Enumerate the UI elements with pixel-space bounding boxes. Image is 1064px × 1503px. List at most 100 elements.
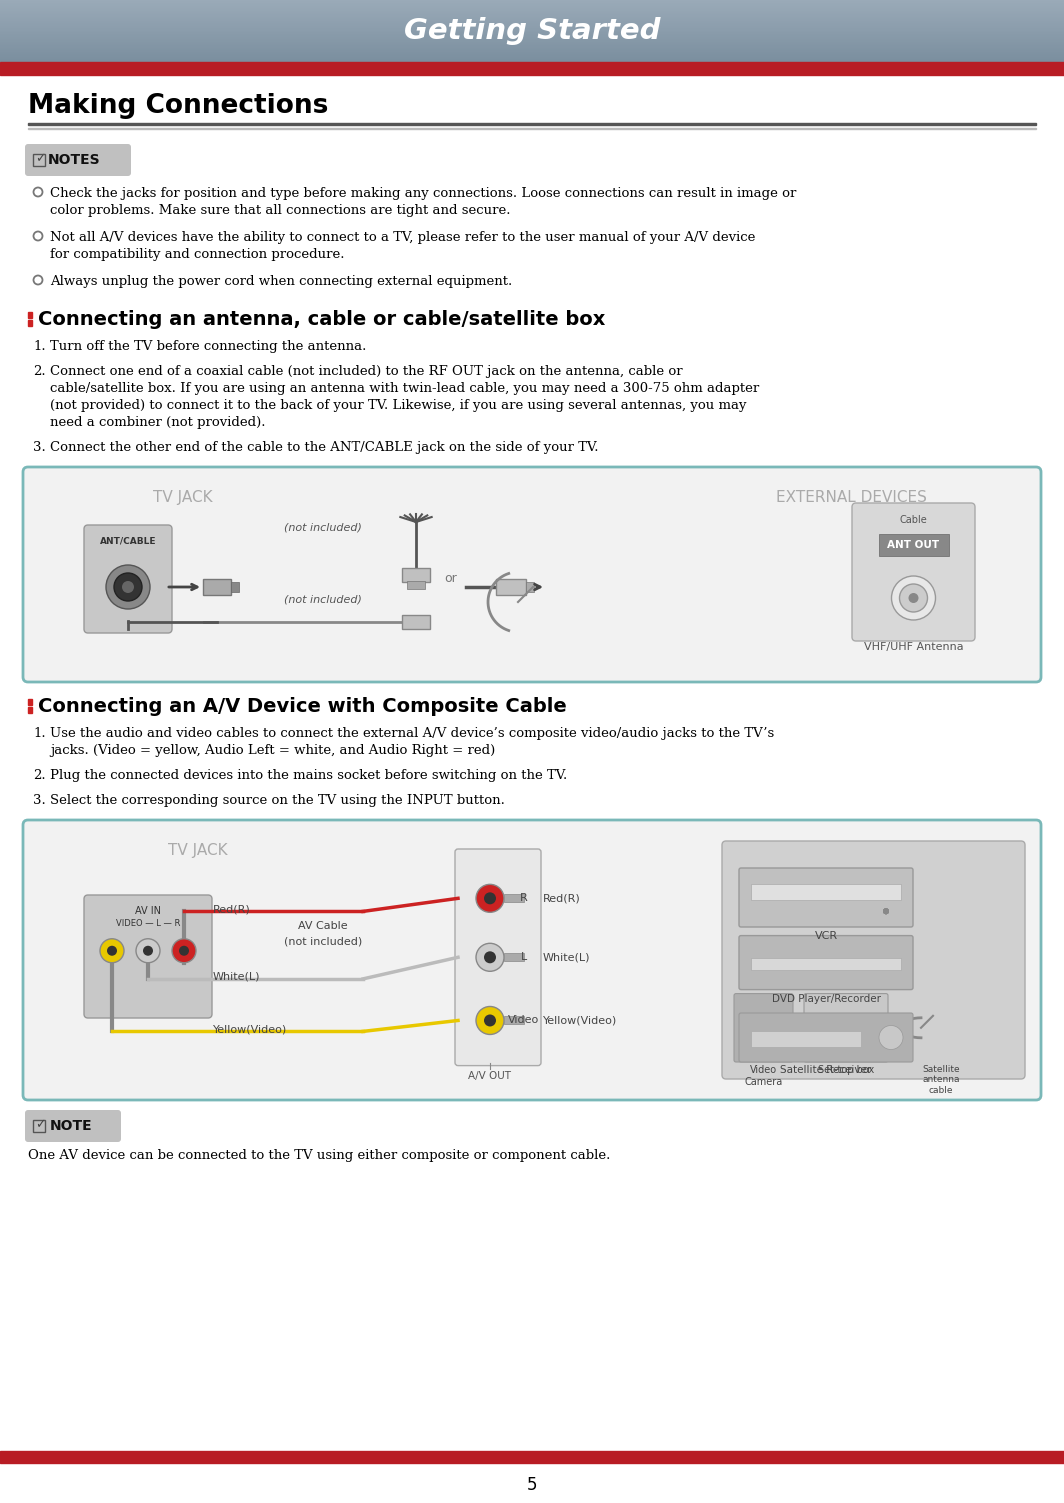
Bar bbox=[0, 29, 1064, 32]
Bar bbox=[496, 579, 526, 595]
Circle shape bbox=[100, 939, 124, 963]
Text: (not included): (not included) bbox=[284, 936, 362, 947]
Text: TV JACK: TV JACK bbox=[153, 490, 213, 505]
Bar bbox=[0, 42, 1064, 44]
Text: NOTES: NOTES bbox=[48, 153, 101, 167]
Bar bbox=[0, 53, 1064, 54]
Text: TV JACK: TV JACK bbox=[168, 843, 228, 858]
Text: Select the corresponding source on the TV using the INPUT button.: Select the corresponding source on the T… bbox=[50, 794, 505, 807]
FancyBboxPatch shape bbox=[739, 1013, 913, 1063]
Bar bbox=[0, 18, 1064, 20]
Text: ANT/CABLE: ANT/CABLE bbox=[100, 537, 156, 546]
Bar bbox=[751, 957, 901, 969]
Text: 2.: 2. bbox=[33, 770, 46, 782]
FancyBboxPatch shape bbox=[24, 144, 131, 176]
Text: Use the audio and video cables to connect the external A/V device’s composite vi: Use the audio and video cables to connec… bbox=[50, 727, 775, 739]
Text: NOTE: NOTE bbox=[50, 1120, 93, 1133]
Bar bbox=[0, 2, 1064, 3]
Bar bbox=[28, 313, 32, 319]
Bar bbox=[0, 51, 1064, 53]
FancyBboxPatch shape bbox=[804, 993, 888, 1063]
Text: DVD Player/Recorder: DVD Player/Recorder bbox=[771, 993, 881, 1004]
Bar bbox=[0, 23, 1064, 24]
Bar bbox=[28, 320, 32, 326]
Text: White(L): White(L) bbox=[213, 972, 261, 981]
Bar bbox=[0, 30, 1064, 32]
Circle shape bbox=[883, 908, 890, 914]
Bar bbox=[0, 33, 1064, 35]
Text: cable/satellite box. If you are using an antenna with twin-lead cable, you may n: cable/satellite box. If you are using an… bbox=[50, 382, 760, 395]
Text: One AV device can be connected to the TV using either composite or component cab: One AV device can be connected to the TV… bbox=[28, 1148, 611, 1162]
Text: L: L bbox=[520, 953, 527, 962]
Circle shape bbox=[883, 908, 890, 914]
Text: VCR: VCR bbox=[814, 930, 837, 941]
Bar bbox=[0, 39, 1064, 41]
Text: Connecting an antenna, cable or cable/satellite box: Connecting an antenna, cable or cable/sa… bbox=[38, 310, 605, 329]
Text: 1.: 1. bbox=[33, 727, 46, 739]
Text: Satellite Receiver: Satellite Receiver bbox=[780, 1066, 871, 1075]
Circle shape bbox=[172, 939, 196, 963]
Text: 3.: 3. bbox=[33, 794, 46, 807]
Text: Making Connections: Making Connections bbox=[28, 93, 329, 119]
Text: White(L): White(L) bbox=[543, 953, 591, 962]
Bar bbox=[0, 23, 1064, 26]
Text: (not provided) to connect it to the back of your TV. Likewise, if you are using : (not provided) to connect it to the back… bbox=[50, 398, 747, 412]
Bar bbox=[0, 21, 1064, 23]
Circle shape bbox=[892, 576, 935, 621]
Text: 1.: 1. bbox=[33, 340, 46, 353]
Text: Video
Camera: Video Camera bbox=[745, 1066, 783, 1087]
Text: AV IN: AV IN bbox=[135, 906, 161, 915]
Text: R: R bbox=[519, 893, 528, 903]
Bar bbox=[33, 153, 45, 165]
Bar bbox=[0, 47, 1064, 48]
FancyBboxPatch shape bbox=[739, 869, 913, 927]
Text: Red(R): Red(R) bbox=[213, 905, 251, 914]
Bar bbox=[28, 706, 32, 712]
Circle shape bbox=[484, 1015, 496, 1027]
Text: (not included): (not included) bbox=[284, 522, 362, 532]
Bar bbox=[0, 1450, 1064, 1462]
FancyBboxPatch shape bbox=[455, 849, 541, 1066]
Text: Connect the other end of the cable to the ANT/CABLE jack on the side of your TV.: Connect the other end of the cable to th… bbox=[50, 440, 598, 454]
Bar bbox=[0, 0, 1064, 3]
Bar bbox=[0, 5, 1064, 6]
Text: Red(R): Red(R) bbox=[543, 893, 581, 903]
Circle shape bbox=[476, 884, 504, 912]
Text: (not included): (not included) bbox=[284, 595, 362, 606]
Text: A/V OUT: A/V OUT bbox=[468, 1070, 512, 1081]
Circle shape bbox=[484, 951, 496, 963]
Text: Turn off the TV before connecting the antenna.: Turn off the TV before connecting the an… bbox=[50, 340, 366, 353]
Text: Satellite
antenna
cable: Satellite antenna cable bbox=[922, 1066, 960, 1094]
Circle shape bbox=[484, 893, 496, 905]
FancyBboxPatch shape bbox=[722, 842, 1025, 1079]
Bar bbox=[0, 11, 1064, 12]
Text: ANT OUT: ANT OUT bbox=[887, 541, 940, 550]
Circle shape bbox=[879, 1025, 903, 1049]
Text: Yellow(Video): Yellow(Video) bbox=[213, 1025, 287, 1034]
FancyBboxPatch shape bbox=[23, 821, 1041, 1100]
Text: Set-top box: Set-top box bbox=[818, 1066, 875, 1075]
Text: Cable: Cable bbox=[900, 516, 928, 525]
Text: jacks. (Video = yellow, Audio Left = white, and Audio Right = red): jacks. (Video = yellow, Audio Left = whi… bbox=[50, 744, 495, 758]
Bar bbox=[0, 57, 1064, 59]
Text: Connecting an A/V Device with Composite Cable: Connecting an A/V Device with Composite … bbox=[38, 697, 567, 715]
FancyBboxPatch shape bbox=[739, 935, 913, 989]
Text: Connect one end of a coaxial cable (not included) to the RF OUT jack on the ante: Connect one end of a coaxial cable (not … bbox=[50, 365, 683, 377]
Bar bbox=[0, 54, 1064, 56]
Bar bbox=[0, 3, 1064, 5]
Bar bbox=[0, 32, 1064, 33]
Bar bbox=[0, 59, 1064, 60]
FancyBboxPatch shape bbox=[23, 467, 1041, 682]
Bar bbox=[0, 20, 1064, 21]
Bar bbox=[0, 29, 1064, 30]
Circle shape bbox=[883, 908, 890, 914]
Circle shape bbox=[106, 565, 150, 609]
Bar bbox=[0, 35, 1064, 36]
Circle shape bbox=[476, 944, 504, 971]
Text: color problems. Make sure that all connections are tight and secure.: color problems. Make sure that all conne… bbox=[50, 204, 511, 216]
FancyBboxPatch shape bbox=[24, 1111, 121, 1142]
Text: Yellow(Video): Yellow(Video) bbox=[543, 1016, 617, 1025]
Text: 2.: 2. bbox=[33, 365, 46, 377]
Text: for compatibility and connection procedure.: for compatibility and connection procedu… bbox=[50, 248, 345, 262]
Circle shape bbox=[899, 585, 928, 612]
